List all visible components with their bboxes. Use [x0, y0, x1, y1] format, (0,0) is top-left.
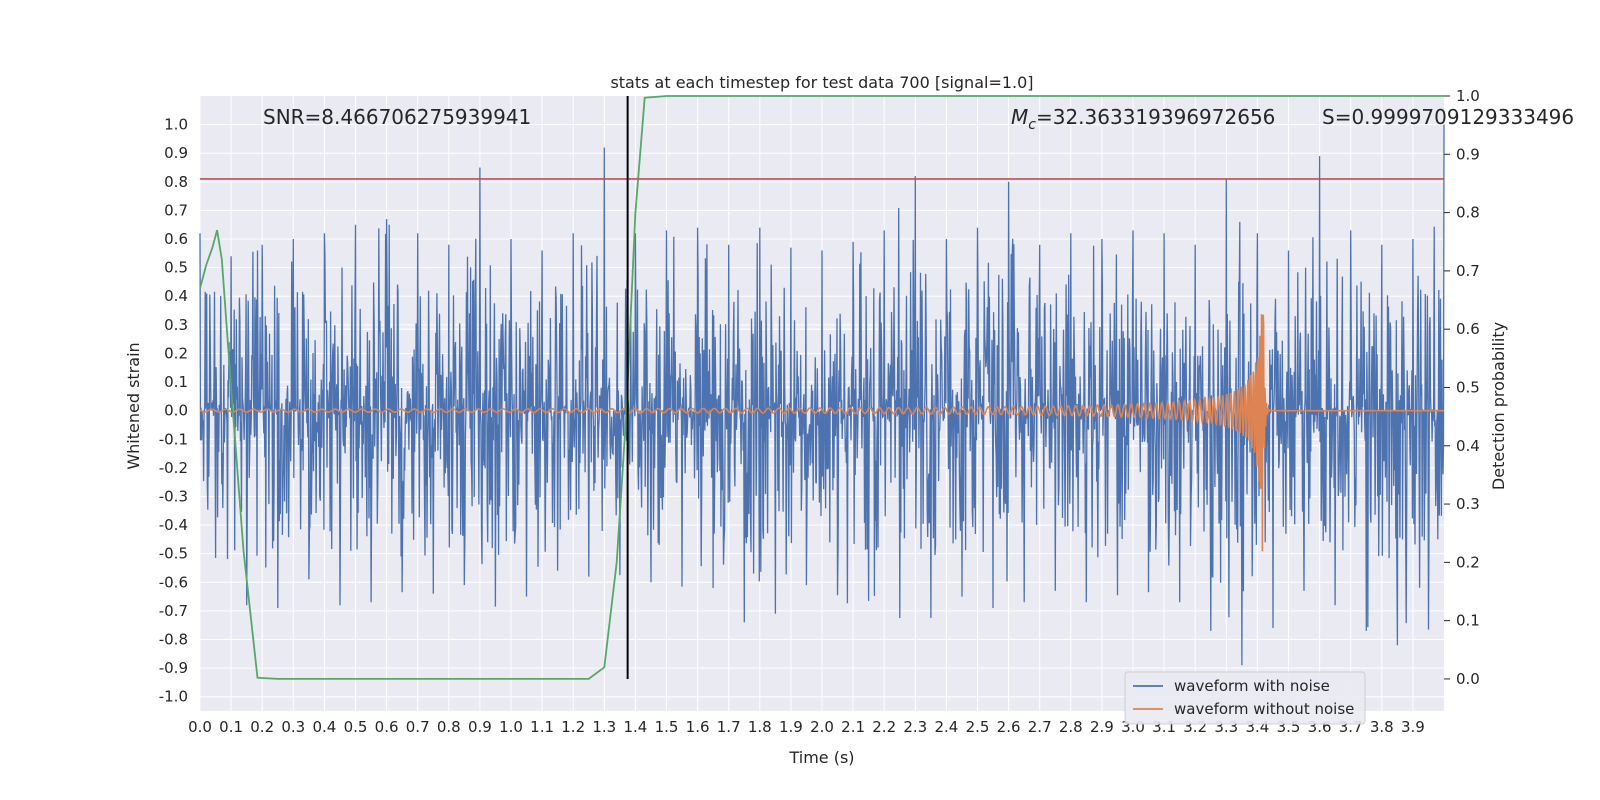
legend-label-clean: waveform without noise [1174, 700, 1354, 718]
x-tick-label: 0.2 [250, 718, 274, 736]
x-tick-label: 0.7 [406, 718, 430, 736]
y-tick-label: -0.1 [159, 430, 188, 448]
probability-line [199, 95, 1444, 680]
x-tick-label: 1.6 [686, 718, 710, 736]
y2-axis-label: Detection probability [1489, 322, 1508, 490]
x-tick-label: 1.4 [623, 718, 647, 736]
mc-annotation: Mc=32.363319396972656 [1011, 105, 1275, 133]
legend-box [1124, 671, 1366, 725]
x-tick-label: 1.1 [530, 718, 554, 736]
x-tick-label: 2.2 [872, 718, 896, 736]
y-tick-label: 0.3 [164, 316, 188, 334]
y-tick-label: 0.4 [164, 287, 188, 305]
x-tick-label: 0.9 [468, 718, 492, 736]
y-tick-label: 0.0 [164, 402, 188, 420]
y2-tick-label: 0.2 [1456, 553, 1480, 571]
y2-tick-label: 0.3 [1456, 495, 1480, 513]
y2-tick-label: 0.9 [1456, 145, 1480, 163]
y-tick-label: 0.7 [164, 201, 188, 219]
probability-series [199, 95, 1444, 680]
x-tick-label: 1.5 [655, 718, 679, 736]
x-tick-label: 1.9 [779, 718, 803, 736]
y-tick-label: 0.8 [164, 173, 188, 191]
x-tick-label: 1.7 [717, 718, 741, 736]
x-tick-label: 2.6 [997, 718, 1021, 736]
x-tick-label: 0.3 [281, 718, 305, 736]
x-tick-label: 2.3 [903, 718, 927, 736]
y-tick-label: -0.8 [159, 630, 188, 648]
legend: waveform with noise waveform without noi… [1124, 671, 1366, 725]
x-tick-label: 0.0 [188, 718, 212, 736]
mc-subscript: c [1028, 117, 1036, 133]
y2-tick-label: 0.1 [1456, 612, 1480, 630]
y-tick-label: -0.5 [159, 545, 188, 563]
mc-value: =32.363319396972656 [1036, 105, 1275, 129]
x-tick-label: 1.3 [592, 718, 616, 736]
x-tick-label: 0.8 [437, 718, 461, 736]
y2-tick-label: 0.4 [1456, 437, 1480, 455]
y-tick-label: -0.3 [159, 487, 188, 505]
legend-label-noise: waveform with noise [1174, 677, 1330, 695]
y-tick-label: 1.0 [164, 116, 188, 134]
mc-symbol: M [1011, 105, 1028, 129]
s-annotation: S=0.9999709129333496 [1322, 105, 1574, 129]
x-tick-label: 2.1 [841, 718, 865, 736]
y-tick-label: -0.6 [159, 573, 188, 591]
x-tick-label: 0.6 [375, 718, 399, 736]
chart-title: stats at each timestep for test data 700… [610, 73, 1033, 92]
y2-tick-label: 0.0 [1456, 670, 1480, 688]
y-tick-label: 0.5 [164, 259, 188, 277]
y2-tick-label: 0.7 [1456, 262, 1480, 280]
clean-series [199, 314, 1444, 552]
y2-tick-label: 0.8 [1456, 204, 1480, 222]
x-tick-label: 3.9 [1401, 718, 1425, 736]
y-tick-label: 0.2 [164, 344, 188, 362]
y2-tick-labels: 1.0 0.9 0.8 0.7 0.6 0.5 0.4 0.3 0.2 0.1 0.0 [1444, 87, 1480, 688]
noise-series [199, 124, 1445, 666]
x-tick-label: 0.1 [219, 718, 243, 736]
y-tick-label: -0.2 [159, 459, 188, 477]
y-axis-label: Whitened strain [124, 342, 143, 469]
markers [200, 96, 1444, 679]
noise-waveform-line [199, 124, 1445, 666]
x-tick-label: 3.8 [1370, 718, 1394, 736]
x-tick-label: 2.5 [966, 718, 990, 736]
y2-tick-label: 0.6 [1456, 320, 1480, 338]
x-tick-label: 2.7 [1028, 718, 1052, 736]
y-tick-label: 0.6 [164, 230, 188, 248]
x-tick-labels: 0.0 0.1 0.2 0.3 0.4 0.5 0.6 0.7 0.8 0.9 1.0 1.1 1.2 1… [188, 718, 1425, 736]
x-tick-label: 0.4 [312, 718, 336, 736]
y-tick-label: -0.9 [159, 659, 188, 677]
x-tick-label: 1.8 [748, 718, 772, 736]
y2-tick-label: 1.0 [1456, 87, 1480, 105]
y-tick-label: -0.4 [159, 516, 188, 534]
x-axis-label: Time (s) [788, 748, 854, 767]
x-tick-label: 2.9 [1090, 718, 1114, 736]
y-tick-label: -1.0 [159, 688, 188, 706]
clean-waveform-line [199, 314, 1444, 552]
x-tick-label: 2.4 [934, 718, 958, 736]
x-tick-label: 2.0 [810, 718, 834, 736]
y-tick-labels: 1.0 0.9 0.8 0.7 0.6 0.5 0.4 0.3 0.2 0.1 0.0 -0.1 -0.… [159, 116, 188, 706]
y-tick-label: 0.1 [164, 373, 188, 391]
x-tick-label: 0.5 [344, 718, 368, 736]
x-tick-label: 2.8 [1059, 718, 1083, 736]
x-tick-label: 1.0 [499, 718, 523, 736]
x-tick-label: 1.2 [561, 718, 585, 736]
snr-annotation: SNR=8.466706275939941 [263, 105, 531, 129]
y-tick-label: -0.7 [159, 602, 188, 620]
y2-tick-label: 0.5 [1456, 378, 1480, 396]
y-tick-label: 0.9 [164, 144, 188, 162]
